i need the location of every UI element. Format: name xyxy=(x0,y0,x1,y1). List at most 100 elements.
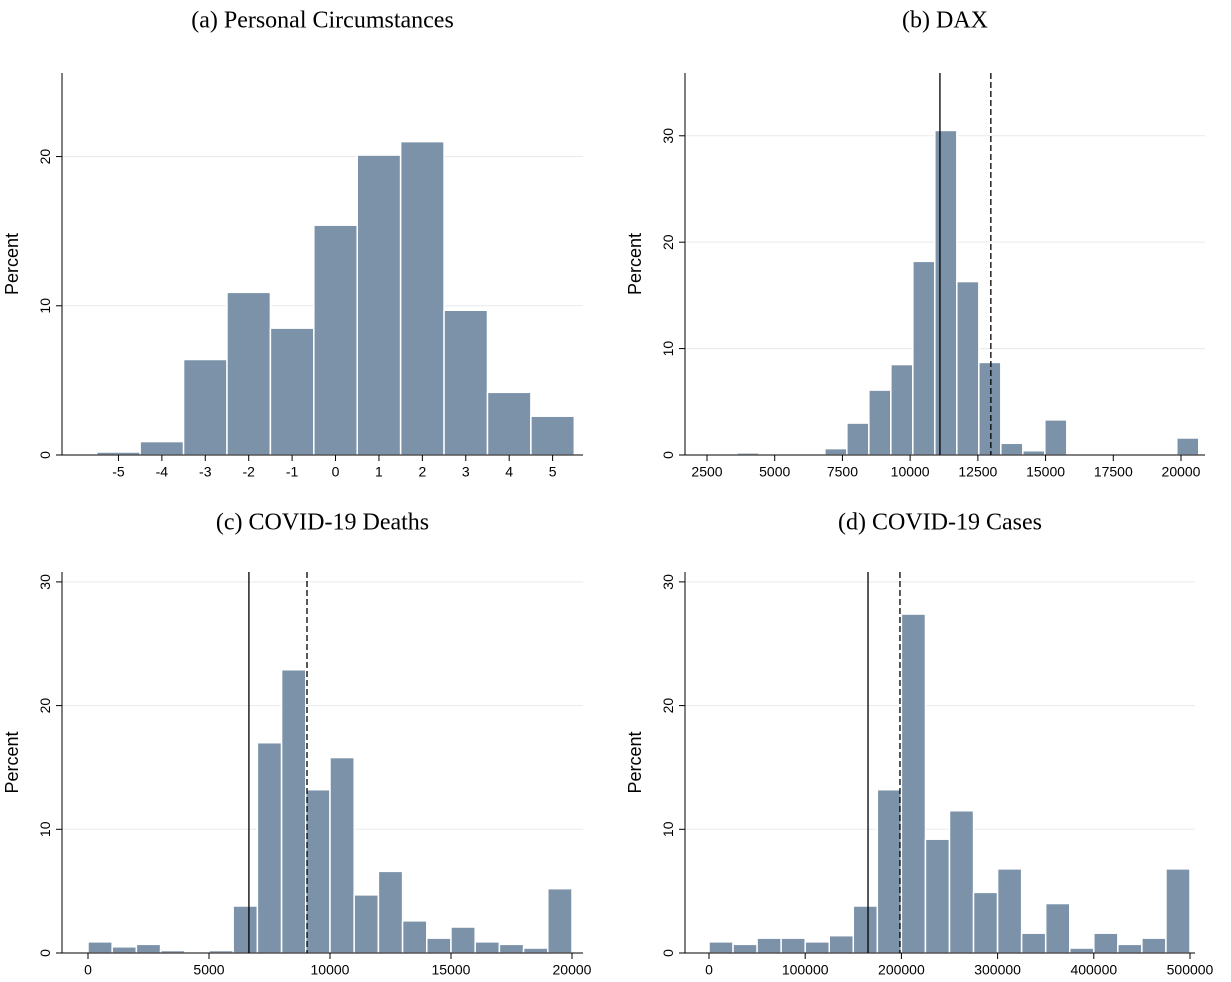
x-tick-label: 5000 xyxy=(193,962,224,978)
histogram-bar xyxy=(924,838,951,954)
histogram-bar xyxy=(934,129,958,456)
histogram-bar xyxy=(547,887,573,954)
x-tick-label: 10000 xyxy=(891,464,930,480)
histogram-bar xyxy=(1068,947,1095,954)
y-tick-label: 20 xyxy=(37,698,53,714)
histogram-bar xyxy=(1044,419,1068,456)
histogram-bar xyxy=(876,788,903,954)
histogram-bar xyxy=(780,937,806,954)
histogram-bar xyxy=(135,943,162,954)
histogram-bar xyxy=(329,756,355,954)
x-tick-label: 300000 xyxy=(974,962,1021,978)
histogram-bar xyxy=(498,943,525,954)
histogram-bar xyxy=(978,361,1002,456)
histogram-bar xyxy=(443,309,489,456)
x-tick-label: 20000 xyxy=(1162,464,1201,480)
x-tick-label: -5 xyxy=(112,464,125,480)
y-tick-label: 0 xyxy=(37,451,53,459)
histogram-bar xyxy=(313,224,358,456)
histogram-bar xyxy=(486,391,532,456)
histogram-bar xyxy=(956,280,980,456)
y-tick-label: 10 xyxy=(37,821,53,837)
histogram-bar xyxy=(948,809,975,954)
histogram-bar xyxy=(399,140,445,456)
histogram-bar xyxy=(708,941,734,954)
x-tick-label: 12500 xyxy=(958,464,997,480)
histogram-bar xyxy=(972,891,999,954)
y-tick-label: 30 xyxy=(37,574,53,590)
histogram-bar xyxy=(139,440,185,456)
histogram-bar xyxy=(226,291,272,456)
histogram-bar xyxy=(1020,932,1047,954)
histogram-bar xyxy=(868,389,892,456)
histogram-bar xyxy=(846,422,870,456)
y-tick-label: 10 xyxy=(660,341,676,357)
x-tick-label: -3 xyxy=(199,464,212,480)
histogram-bar xyxy=(900,613,927,954)
x-tick-label: 0 xyxy=(84,962,92,978)
histogram-bar xyxy=(1093,932,1119,954)
x-tick-label: 10000 xyxy=(311,962,350,978)
x-tick-label: 20000 xyxy=(553,962,592,978)
histogram-bar xyxy=(87,941,113,954)
histogram-bar xyxy=(111,946,138,954)
histogram-bar xyxy=(232,905,259,954)
y-tick-label: 0 xyxy=(660,949,676,957)
x-tick-label: 200000 xyxy=(878,962,925,978)
x-tick-label: 7500 xyxy=(827,464,858,480)
histogram-bar xyxy=(804,941,831,954)
histogram-bar xyxy=(377,870,404,954)
histogram-bar xyxy=(280,668,307,954)
x-tick-label: 0 xyxy=(332,464,340,480)
y-tick-label: 30 xyxy=(660,128,676,144)
x-tick-label: 5000 xyxy=(759,464,790,480)
y-tick-label: 10 xyxy=(660,821,676,837)
x-tick-label: 2500 xyxy=(691,464,722,480)
histogram-bar xyxy=(1117,943,1143,954)
x-tick-label: 500000 xyxy=(1167,962,1214,978)
histogram-bar xyxy=(824,447,848,456)
histogram-bar xyxy=(182,358,228,456)
x-tick-label: 0 xyxy=(705,962,713,978)
histogram-bar xyxy=(474,941,501,954)
x-tick-label: -2 xyxy=(242,464,255,480)
histogram-bar xyxy=(450,926,476,954)
histogram-bar xyxy=(1141,937,1167,954)
y-tick-label: 10 xyxy=(37,298,53,314)
y-axis-label: Percent xyxy=(625,731,645,793)
x-tick-label: 400000 xyxy=(1070,962,1117,978)
chart-title: (a) Personal Circumstances xyxy=(191,8,454,34)
y-tick-label: 20 xyxy=(37,149,53,165)
histogram-bar xyxy=(756,937,782,954)
histogram-bar xyxy=(530,415,576,456)
y-tick-label: 20 xyxy=(660,234,676,250)
y-axis-label: Percent xyxy=(2,233,22,295)
x-tick-label: 15000 xyxy=(1026,464,1065,480)
histogram-bar xyxy=(996,868,1023,954)
histogram-bar xyxy=(401,920,428,954)
histogram-bar xyxy=(356,154,402,456)
x-tick-label: 17500 xyxy=(1094,464,1133,480)
x-tick-label: -1 xyxy=(286,464,299,480)
x-tick-label: -4 xyxy=(156,464,169,480)
y-tick-label: 0 xyxy=(660,451,676,459)
histogram-bar xyxy=(828,934,855,954)
histogram-bar xyxy=(1044,902,1071,954)
chart-title: (b) DAX xyxy=(902,8,988,34)
x-tick-label: 1 xyxy=(375,464,383,480)
chart-title: (c) COVID-19 Deaths xyxy=(216,510,429,536)
histogram-bar xyxy=(269,327,315,456)
chart-title: (d) COVID-19 Cases xyxy=(838,510,1042,536)
x-tick-label: 3 xyxy=(462,464,470,480)
histogram-bar xyxy=(912,260,936,456)
x-tick-label: 4 xyxy=(505,464,513,480)
histogram-bar xyxy=(305,788,331,954)
y-tick-label: 30 xyxy=(660,574,676,590)
x-tick-label: 100000 xyxy=(782,962,829,978)
histogram-bar xyxy=(353,894,380,954)
histogram-bar xyxy=(256,741,283,954)
x-tick-label: 15000 xyxy=(432,962,471,978)
y-tick-label: 0 xyxy=(37,949,53,957)
y-tick-label: 20 xyxy=(660,698,676,714)
